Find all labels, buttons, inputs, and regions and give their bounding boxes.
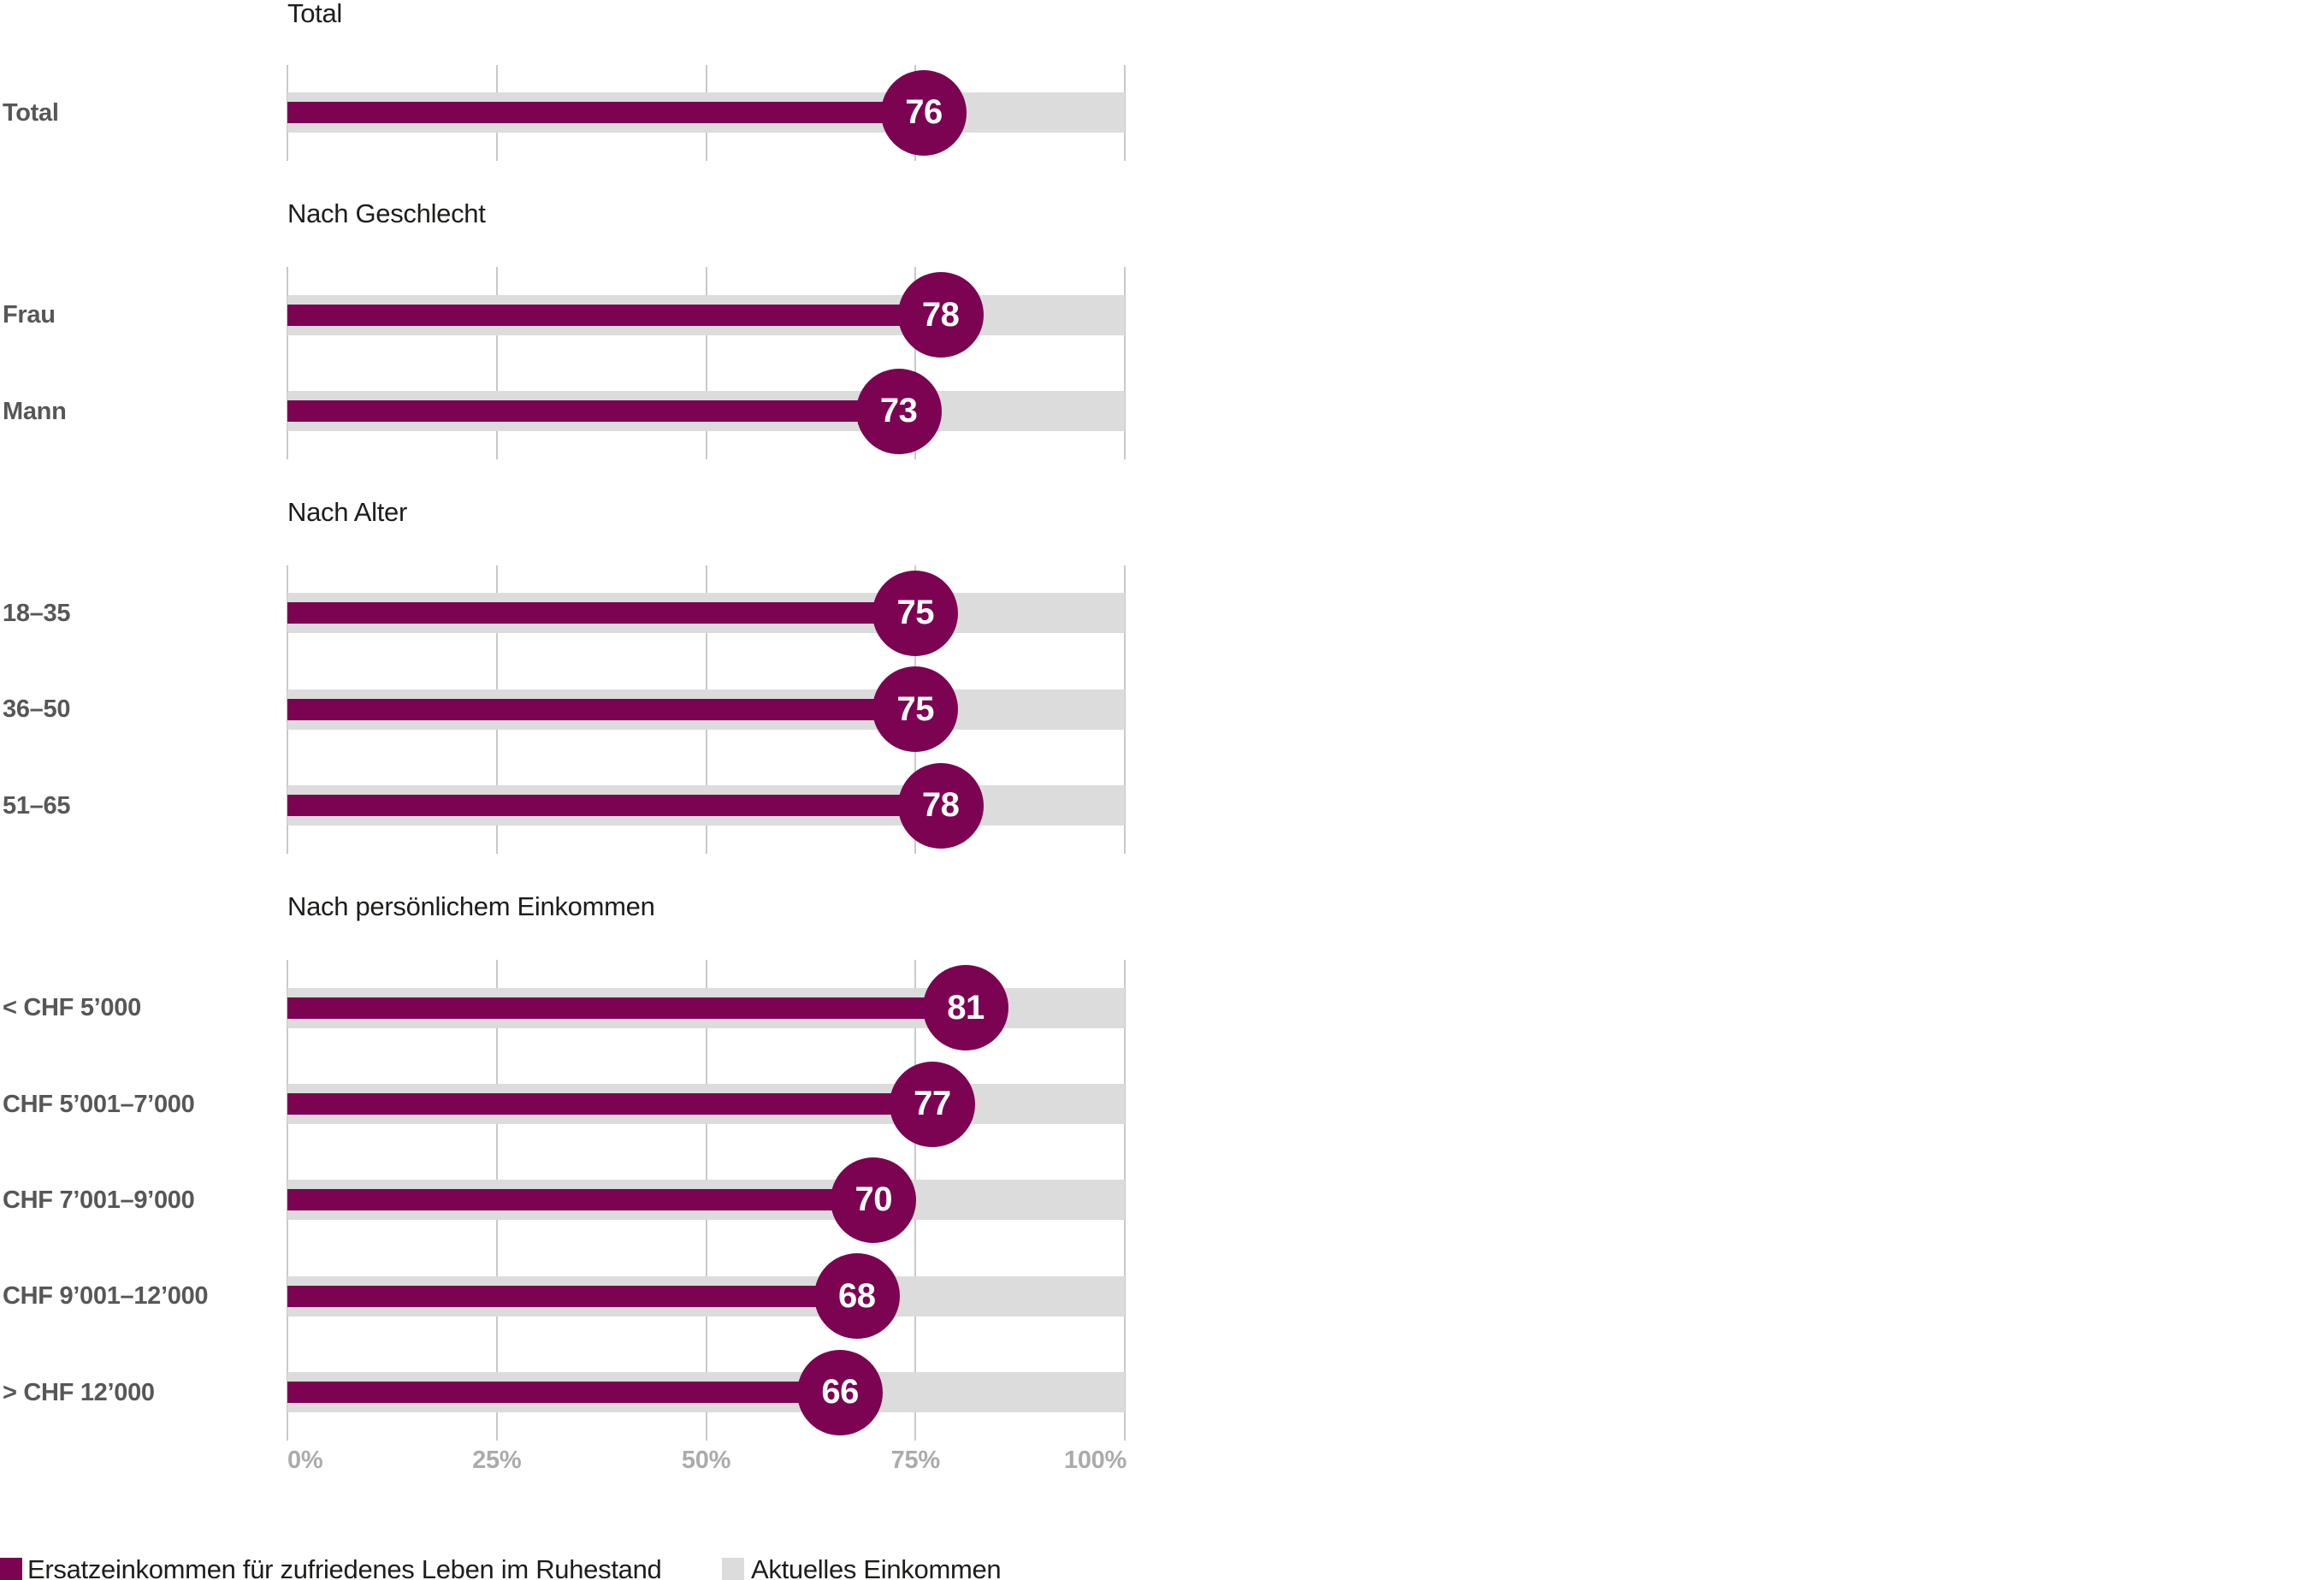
bar-fill: [287, 102, 925, 124]
axis-tick-label: 100%: [1064, 1447, 1127, 1474]
value-label: 78: [921, 295, 960, 334]
bar-fill: [287, 1285, 857, 1307]
value-bubble: 75: [872, 666, 959, 753]
value-bubble: 66: [797, 1349, 884, 1435]
row-label: Mann: [3, 397, 67, 425]
axis-tick-label: 0%: [287, 1447, 323, 1474]
bar-fill: [287, 400, 899, 422]
value-label: 73: [879, 392, 918, 429]
row-label: 51–65: [3, 791, 71, 820]
bar-fill: [287, 1189, 874, 1211]
gridline: [287, 266, 288, 459]
legend-label: Ersatzeinkommen für zufriedenes Leben im…: [27, 1554, 662, 1580]
gridline: [705, 266, 707, 459]
row-label: Total: [3, 98, 59, 127]
axis-tick-label: 75%: [890, 1447, 940, 1474]
value-bubble: 70: [831, 1157, 917, 1243]
gridline: [1124, 266, 1126, 459]
gridline: [1124, 565, 1126, 854]
gridline: [495, 266, 498, 459]
value-bubble: 75: [872, 570, 959, 656]
value-label: 81: [947, 988, 985, 1027]
bar-fill: [287, 1382, 841, 1404]
value-bubble: 68: [813, 1253, 900, 1340]
value-label: 75: [896, 689, 935, 728]
value-label: 66: [821, 1373, 859, 1411]
bar-fill: [287, 698, 916, 720]
section-title: Nach Alter: [287, 497, 408, 528]
section-title: Total: [287, 0, 342, 28]
legend-label: Aktuelles Einkommen: [751, 1554, 1002, 1580]
gridline: [914, 266, 917, 459]
bar-fill: [287, 602, 916, 624]
axis-tick-label: 50%: [681, 1447, 731, 1474]
value-label: 68: [837, 1276, 876, 1315]
row-label: 36–50: [3, 695, 71, 724]
legend-swatch: [722, 1558, 744, 1580]
value-label: 70: [854, 1181, 893, 1219]
value-bubble: 81: [922, 965, 1008, 1051]
gridline: [1124, 959, 1126, 1441]
row-label: 18–35: [3, 599, 71, 627]
value-bubble: 78: [897, 272, 984, 358]
legend-swatch: [0, 1558, 22, 1580]
value-bubble: 73: [855, 368, 942, 454]
value-label: 78: [921, 786, 960, 825]
section-title: Nach persönlichem Einkommen: [287, 891, 655, 922]
value-bubble: 78: [897, 762, 984, 849]
value-label: 76: [905, 93, 943, 132]
value-bubble: 76: [881, 69, 967, 156]
section-title: Nach Geschlecht: [287, 198, 486, 229]
value-label: 75: [896, 594, 935, 632]
bar-fill: [287, 997, 966, 1019]
row-label: > CHF 12’000: [3, 1378, 155, 1406]
value-label: 77: [914, 1085, 951, 1122]
value-bubble: 77: [889, 1061, 975, 1147]
bar-fill: [287, 304, 941, 326]
bar-fill: [287, 795, 941, 817]
row-label: CHF 7’001–9’000: [3, 1186, 195, 1214]
row-label: CHF 9’001–12’000: [3, 1282, 209, 1311]
gridline: [1124, 64, 1126, 161]
row-label: < CHF 5’000: [3, 994, 141, 1022]
bar-fill: [287, 1093, 932, 1115]
row-label: Frau: [3, 301, 56, 329]
row-label: CHF 5’001–7’000: [3, 1090, 195, 1118]
axis-tick-label: 25%: [472, 1447, 522, 1474]
